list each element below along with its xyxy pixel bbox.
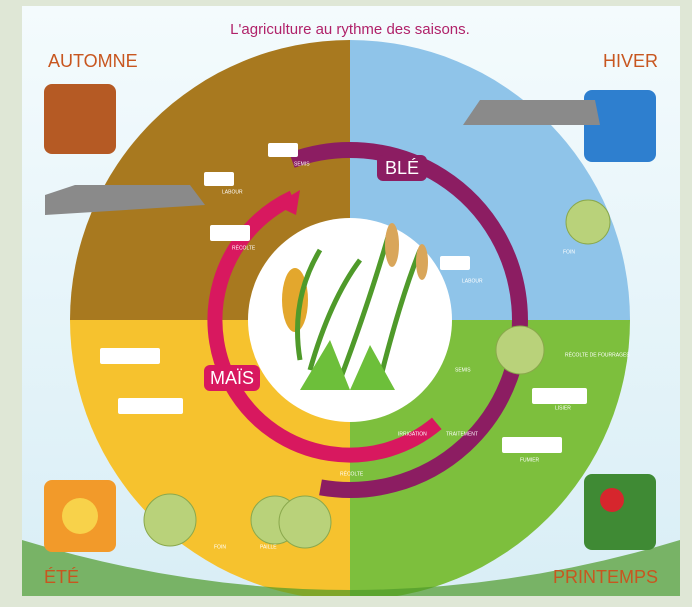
- title: L'agriculture au rythme des saisons.: [230, 21, 470, 38]
- autumn-icon: [44, 84, 116, 154]
- activity-label: RÉCOLTE: [232, 244, 256, 251]
- activity-label: LABOUR: [222, 189, 243, 195]
- activity-label: SEMIS: [455, 367, 471, 373]
- poppy: [600, 488, 624, 512]
- season-label: ÉTÉ: [44, 567, 79, 587]
- activity-label: LABOUR: [462, 278, 483, 284]
- activity-label: FOIN: [563, 249, 575, 255]
- season-label: AUTOMNE: [48, 51, 138, 71]
- activity-label: FOIN: [214, 544, 226, 550]
- season-label: PRINTEMPS: [553, 567, 658, 587]
- activity-label: PAILLE: [260, 544, 277, 550]
- season-label: HIVER: [603, 51, 658, 71]
- activity-label: FUMIER: [520, 457, 540, 463]
- activity-label: SEMIS: [294, 161, 310, 167]
- activity-label: RÉCOLTE DE FOURRAGES: [565, 351, 630, 358]
- activity-label: RÉCOLTE: [340, 470, 364, 477]
- activity-label: TRAITEMENT: [446, 431, 478, 437]
- corn-label: MAÏS: [210, 368, 254, 388]
- barn-roof: [463, 100, 600, 125]
- activity-label: LISIER: [555, 405, 571, 411]
- wheat-label: BLÉ: [385, 158, 419, 178]
- diagram: BLÉ MAÏS L'agriculture au rythme des sai…: [0, 0, 692, 602]
- spring-icon: [584, 474, 656, 550]
- sun: [62, 498, 98, 534]
- activity-label: IRRIGATION: [398, 431, 427, 437]
